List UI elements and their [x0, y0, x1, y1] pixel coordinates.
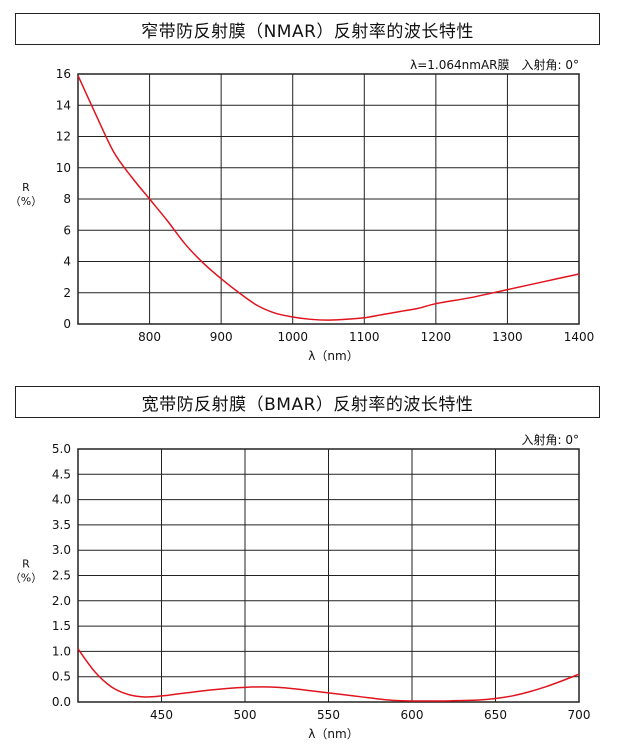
y-axis-label: R: [22, 558, 30, 571]
series-line: [77, 648, 580, 702]
y-tick-label: 3.0: [52, 543, 71, 557]
y-tick-label: 0.0: [52, 695, 71, 709]
x-tick-label: 650: [484, 708, 507, 722]
chart-nmar: 0 2 4 6 8 10 12 14 16 800 900 1000 1100 1200 1300 1400 λ…: [10, 57, 595, 363]
x-tick-label: 1000: [277, 330, 308, 344]
x-tick-label: 1400: [564, 330, 595, 344]
chart-title-bmar: 宽带防反射膜（BMAR）反射率的波长特性: [15, 386, 600, 418]
x-axis-label: λ（nm）: [308, 727, 358, 741]
y-tick-label: 2.5: [52, 569, 71, 583]
x-axis-label: λ（nm）: [308, 349, 358, 363]
plot-frame: [77, 448, 580, 703]
y-tick-label: 4: [63, 255, 71, 269]
x-tick-label: 550: [317, 708, 340, 722]
y-tick-label: 4.0: [52, 493, 71, 507]
y-axis-label: R: [22, 181, 30, 194]
chart-annotation: 入射角: 0°: [522, 432, 580, 447]
y-axis-unit: （%）: [10, 195, 42, 208]
chart-title-nmar: 窄带防反射膜（NMAR）反射率的波长特性: [15, 13, 600, 45]
y-tick-label: 0: [63, 317, 71, 331]
y-tick-label: 2.0: [52, 594, 71, 608]
x-tick-label: 900: [210, 330, 233, 344]
y-tick-label: 16: [56, 67, 71, 81]
y-tick-label: 6: [63, 223, 71, 237]
y-tick-label: 8: [63, 192, 71, 206]
x-tick-label: 450: [150, 708, 173, 722]
y-tick-label: 10: [56, 161, 71, 175]
y-tick-label: 3.5: [52, 518, 71, 532]
y-tick-label: 14: [56, 98, 71, 112]
y-tick-label: 12: [56, 130, 71, 144]
y-tick-label: 5.0: [52, 442, 71, 456]
x-tick-label: 500: [234, 708, 257, 722]
x-tick-label: 800: [138, 330, 161, 344]
series-line: [77, 75, 580, 321]
x-tick-label: 1100: [349, 330, 380, 344]
y-tick-label: 2: [63, 286, 71, 300]
y-tick-label: 4.5: [52, 467, 71, 481]
plot-frame: [77, 73, 580, 325]
chart-annotation: λ=1.064nmAR膜 入射角: 0°: [410, 57, 579, 72]
chart-bmar: 0.0 0.5 1.0 1.5 2.0 2.5 3.0 3.5 4.0 4.5 5.0 450 500 5…: [10, 432, 591, 741]
x-tick-label: 700: [568, 708, 591, 722]
x-tick-label: 600: [401, 708, 424, 722]
y-tick-label: 0.5: [52, 670, 71, 684]
x-tick-label: 1200: [421, 330, 452, 344]
x-tick-label: 1300: [492, 330, 523, 344]
y-tick-label: 1.5: [52, 619, 71, 633]
y-tick-label: 1.0: [52, 644, 71, 658]
y-axis-unit: （%）: [10, 572, 42, 585]
